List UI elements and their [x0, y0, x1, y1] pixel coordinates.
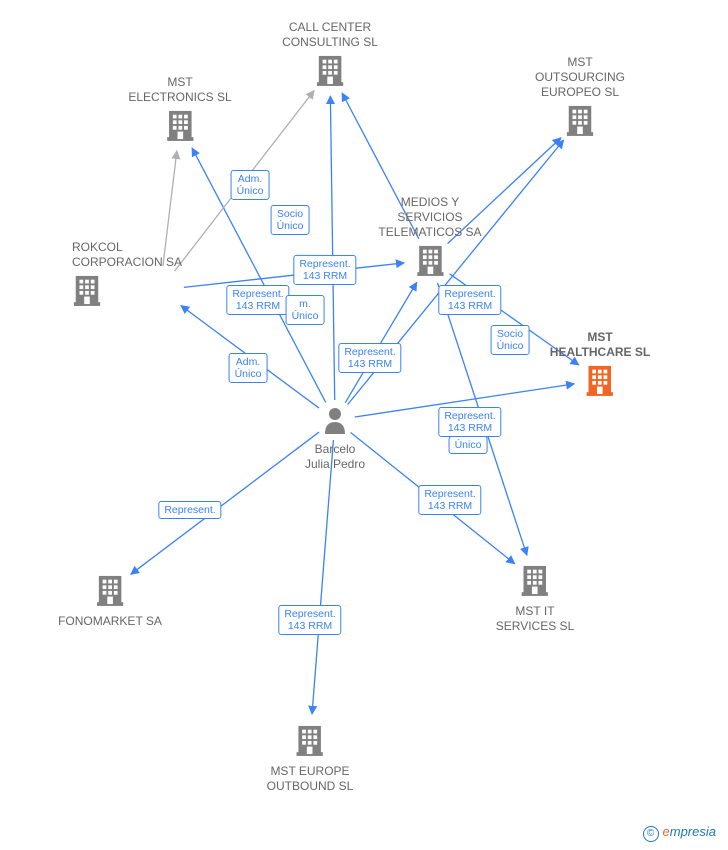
node-fonomarket: FONOMARKET SA: [58, 574, 162, 629]
edge-label: Represent.143 RRM: [278, 605, 341, 635]
edge-label: Represent.143 RRM: [438, 285, 501, 315]
edge-label: Adm.Único: [231, 170, 270, 200]
node-medios: MEDIOS YSERVICIOSTELEMATICOS SA: [378, 195, 481, 280]
edge-label: SocioÚnico: [491, 325, 530, 355]
edge-label: Represent.143 RRM: [438, 407, 501, 437]
edge-label: Adm.Único: [229, 353, 268, 383]
copyright-icon: ©: [643, 826, 659, 842]
edge-label: Represent.143 RRM: [338, 343, 401, 373]
edge-center-callcenter: [330, 96, 334, 400]
node-mst_elec: MSTELECTRONICS SL: [128, 75, 231, 145]
node-center: BarceloJulia Pedro: [305, 406, 365, 472]
edge-label: Represent.: [158, 501, 221, 519]
node-mst_europe: MST EUROPEOUTBOUND SL: [267, 724, 354, 794]
node-mst_health: MSTHEALTHCARE SL: [550, 330, 650, 400]
edge-center-mst_europe: [312, 440, 333, 714]
edge-label: SocioÚnico: [271, 205, 310, 235]
node-rokcol: ROKCOLCORPORACION SA: [72, 240, 182, 310]
node-mst_out: MSTOUTSOURCINGEUROPEO SL: [535, 55, 625, 140]
edge-label: Represent.143 RRM: [293, 255, 356, 285]
node-mst_it: MST ITSERVICES SL: [496, 564, 574, 634]
edge-label: Represent.143 RRM: [418, 485, 481, 515]
footer-copyright: ©empresia: [643, 824, 716, 842]
node-callcenter: CALL CENTERCONSULTING SL: [282, 20, 378, 90]
edge-label: Único: [449, 436, 488, 454]
edge-label: m.Único: [286, 295, 325, 325]
edge-label: Represent.143 RRM: [226, 285, 289, 315]
